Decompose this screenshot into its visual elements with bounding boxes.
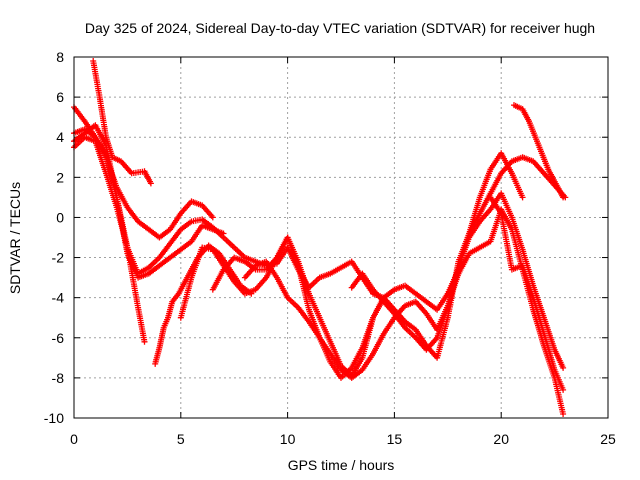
data-point bbox=[560, 411, 567, 417]
y-tick-label: -4 bbox=[52, 290, 65, 306]
data-point bbox=[209, 214, 216, 221]
series-track-11 bbox=[444, 150, 526, 297]
data-markers bbox=[71, 58, 569, 417]
data-point bbox=[560, 386, 567, 393]
y-tick-label: 8 bbox=[56, 49, 64, 65]
series-track-9 bbox=[241, 206, 567, 417]
series-track-4 bbox=[71, 122, 227, 281]
y-tick-labels: -10 -8 -6 -4 -2 0 2 4 6 8 bbox=[44, 49, 64, 426]
series-track-3 bbox=[71, 126, 216, 241]
x-tick-label: 10 bbox=[280, 431, 296, 447]
x-tick-label: 0 bbox=[70, 431, 78, 447]
x-axis-label: GPS time / hours bbox=[288, 457, 395, 473]
x-tick-label: 20 bbox=[493, 431, 509, 447]
y-tick-label: -10 bbox=[44, 410, 64, 426]
plot-frame bbox=[73, 56, 609, 419]
series-track-12 bbox=[487, 194, 567, 393]
y-tick-label: -6 bbox=[52, 330, 65, 346]
y-axis-label: SDTVAR / TECUs bbox=[7, 182, 23, 294]
y-tick-label: 0 bbox=[56, 209, 64, 225]
data-point bbox=[519, 194, 526, 201]
chart-title: Day 325 of 2024, Sidereal Day-to-day VTE… bbox=[85, 20, 595, 36]
y-tick-label: -2 bbox=[52, 250, 65, 266]
x-tick-label: 25 bbox=[600, 431, 616, 447]
x-tick-label: 15 bbox=[387, 431, 403, 447]
y-tick-label: 6 bbox=[56, 89, 64, 105]
series-track-13 bbox=[511, 102, 567, 201]
y-tick-label: 2 bbox=[56, 169, 64, 185]
data-point bbox=[141, 338, 148, 345]
y-tick-label: -8 bbox=[52, 370, 65, 386]
y-tick-label: 4 bbox=[56, 129, 64, 145]
data-point bbox=[560, 364, 567, 371]
x-tick-labels: 0 5 10 15 20 25 bbox=[70, 431, 616, 447]
x-tick-label: 5 bbox=[177, 431, 185, 447]
data-point bbox=[147, 180, 154, 187]
data-point bbox=[560, 194, 567, 201]
